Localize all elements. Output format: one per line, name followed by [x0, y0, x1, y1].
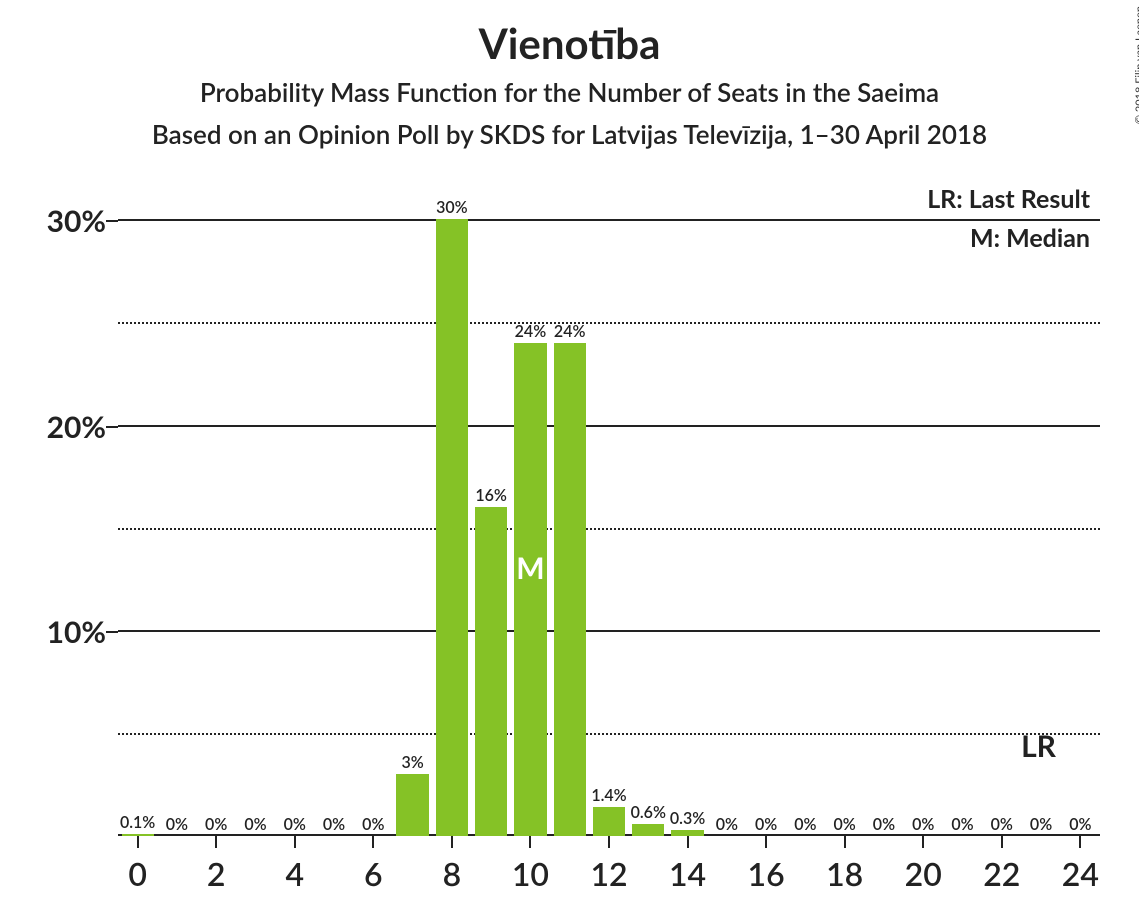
chart-title: Vienotība	[0, 18, 1139, 68]
chart-subtitle-2: Based on an Opinion Poll by SKDS for Lat…	[0, 118, 1139, 150]
bar-value-label: 0%	[991, 815, 1013, 836]
y-axis-tick	[106, 631, 118, 633]
gridline-major: 30%	[118, 219, 1100, 221]
x-axis-tick	[1001, 836, 1003, 848]
y-axis-tick	[106, 426, 118, 428]
bar-value-label: 1.4%	[591, 786, 626, 807]
x-axis-tick	[687, 836, 689, 848]
bar: 24%	[554, 343, 586, 837]
bar: 16%	[475, 507, 507, 836]
bar-value-label: 0%	[834, 815, 856, 836]
median-marker: M	[516, 550, 544, 586]
gridline-minor	[118, 528, 1100, 530]
x-axis-tick	[372, 836, 374, 848]
bar-value-label: 16%	[475, 486, 507, 507]
bar-value-label: 30%	[436, 198, 468, 219]
bar-value-label: 0.1%	[120, 813, 155, 834]
x-axis-tick	[608, 836, 610, 848]
bar-value-label: 0.3%	[670, 809, 705, 830]
bar-value-label: 24%	[554, 322, 586, 343]
bar: 0.1%	[122, 834, 154, 836]
bar-value-label: 0%	[873, 815, 895, 836]
bar-value-label: 0%	[323, 815, 345, 836]
bar-value-label: 0%	[244, 815, 266, 836]
bar: 24%M	[514, 343, 546, 837]
x-axis-tick	[844, 836, 846, 848]
bar-value-label: 0%	[951, 815, 973, 836]
x-axis-tick	[1079, 836, 1081, 848]
bar-value-label: 0%	[794, 815, 816, 836]
chart-subtitle-1: Probability Mass Function for the Number…	[0, 76, 1139, 108]
chart-plot-area: LR: Last Result M: Median LR 30%20%10%02…	[118, 178, 1100, 836]
bar-value-label: 0%	[912, 815, 934, 836]
bar-value-label: 0%	[716, 815, 738, 836]
x-axis-tick	[765, 836, 767, 848]
y-axis-tick	[106, 220, 118, 222]
x-axis-tick	[529, 836, 531, 848]
bar: 0.6%	[632, 824, 664, 836]
bar-value-label: 0.6%	[631, 803, 666, 824]
legend-median: M: Median	[970, 223, 1090, 253]
bar: 1.4%	[593, 807, 625, 836]
bar: 3%	[396, 774, 428, 836]
legend-last-result: LR: Last Result	[927, 184, 1090, 214]
gridline-major: 10%	[118, 630, 1100, 632]
bar-value-label: 0%	[1030, 815, 1052, 836]
x-axis-tick	[922, 836, 924, 848]
bar: 30%	[436, 219, 468, 836]
x-axis-tick	[451, 836, 453, 848]
gridline-minor	[118, 322, 1100, 324]
bar-value-label: 0%	[1069, 815, 1091, 836]
bar-value-label: 0%	[284, 815, 306, 836]
bar-value-label: 0%	[362, 815, 384, 836]
bar-value-label: 24%	[515, 322, 547, 343]
copyright-text: © 2018 Filip van Laenen	[1133, 6, 1139, 124]
x-axis-tick	[137, 836, 139, 848]
bar-value-label: 0%	[755, 815, 777, 836]
bar-value-label: 0%	[205, 815, 227, 836]
x-axis-tick	[294, 836, 296, 848]
bar-value-label: 0%	[166, 815, 188, 836]
x-axis-tick	[215, 836, 217, 848]
bar: 0.3%	[671, 830, 703, 836]
gridline-major: 20%	[118, 425, 1100, 427]
bar-value-label: 3%	[401, 753, 423, 774]
gridline-minor	[118, 733, 1100, 735]
